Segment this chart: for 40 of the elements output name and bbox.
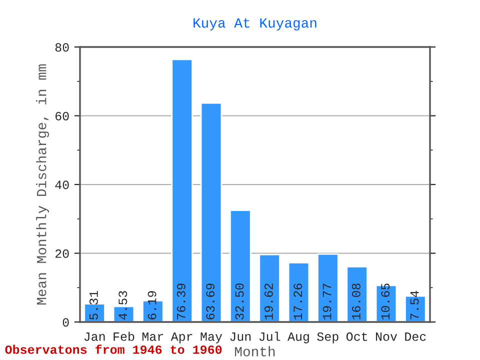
y-tick-label: 60 [56, 112, 69, 120]
bar [317, 253, 339, 322]
bar [230, 210, 252, 322]
x-tick-label: Oct [346, 332, 368, 341]
x-tick-label: Apr [170, 332, 192, 344]
data-label: 4.53 [118, 291, 128, 320]
data-label: 76.39 [176, 284, 186, 320]
bar [171, 58, 193, 322]
data-label: 7.54 [410, 290, 419, 320]
data-label: 32.50 [235, 284, 244, 320]
x-tick-label: Nov [376, 332, 398, 341]
y-tick-label: 0 [62, 318, 69, 327]
bar [258, 254, 280, 322]
y-tick-label: 20 [55, 249, 69, 258]
y-tick-label: 40 [55, 180, 69, 190]
x-tick-label: Sep [317, 332, 338, 344]
data-label: 19.62 [264, 284, 273, 320]
data-label: 19.77 [322, 284, 332, 320]
y-tick-label: 80 [55, 43, 69, 52]
bar [200, 102, 222, 322]
x-tick-label: Dec [405, 332, 426, 341]
data-label: 17.26 [294, 284, 302, 320]
x-axis-title: Month [235, 346, 275, 356]
x-tick-label: Jan [84, 332, 105, 341]
x-tick-label: Jul [259, 332, 280, 341]
text: Observatons from 1946 to 1960 [5, 344, 222, 354]
x-tick-label: May [200, 332, 222, 344]
bar [346, 266, 368, 322]
x-tick-label: Mar [142, 332, 164, 341]
x-tick-label: Aug [287, 332, 309, 344]
data-label: 63.69 [206, 284, 215, 320]
chart-title: Kuya At Kuyagan [194, 18, 316, 30]
y-axis-title: Mean Monthly Discharge, in mm [36, 64, 50, 304]
data-label: 10.65 [381, 284, 390, 320]
x-tick-label: Jun [230, 332, 251, 341]
bar [288, 262, 310, 322]
data-label: 5.31 [89, 290, 98, 320]
x-tick-label: Feb [114, 332, 134, 341]
data-label: 6.19 [148, 291, 156, 320]
data-label: 16.08 [352, 284, 360, 320]
